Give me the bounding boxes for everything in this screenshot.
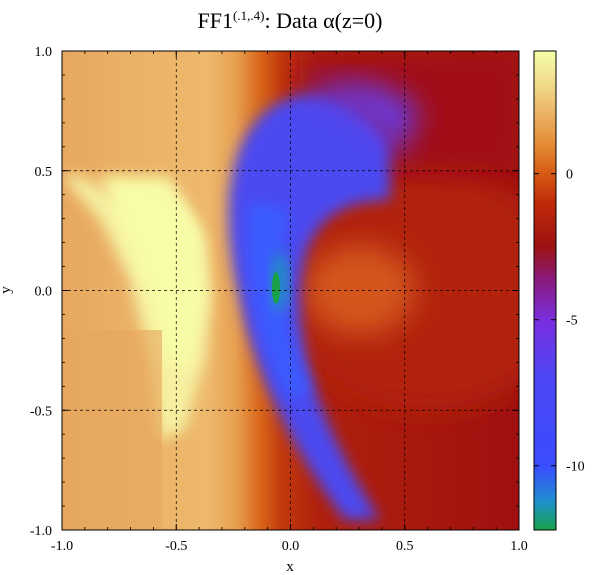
x-tick-label: -0.5 xyxy=(165,539,187,554)
x-axis-ticks: -1.0 -0.5 0.0 0.5 1.0 xyxy=(51,51,528,554)
x-tick-label: 1.0 xyxy=(510,539,528,554)
y-tick-label: 0.0 xyxy=(35,285,53,300)
y-axis-label: y xyxy=(0,286,14,294)
x-tick-label: 0.5 xyxy=(396,539,414,554)
colorbar-ticks: 0 -5 -10 xyxy=(534,168,585,475)
y-tick-label: -0.5 xyxy=(30,404,52,419)
y-tick-label: -1.0 xyxy=(30,524,52,539)
y-tick-label: 1.0 xyxy=(35,45,53,60)
colorbar-tick-label: -5 xyxy=(566,314,578,329)
x-tick-label: -1.0 xyxy=(51,539,73,554)
chart-title: FF1(.1,.4): Data α(z=0) xyxy=(198,8,383,33)
colorbar-tick-label: -10 xyxy=(566,460,585,475)
colorbar xyxy=(533,50,557,531)
y-tick-label: 0.5 xyxy=(35,165,53,180)
grid-lines xyxy=(62,51,519,530)
colorbar-tick-label: 0 xyxy=(566,168,573,183)
x-axis-label: x xyxy=(286,559,294,575)
x-tick-label: 0.0 xyxy=(282,539,300,554)
y-axis-ticks: -1.0 -0.5 0.0 0.5 1.0 xyxy=(30,45,519,539)
